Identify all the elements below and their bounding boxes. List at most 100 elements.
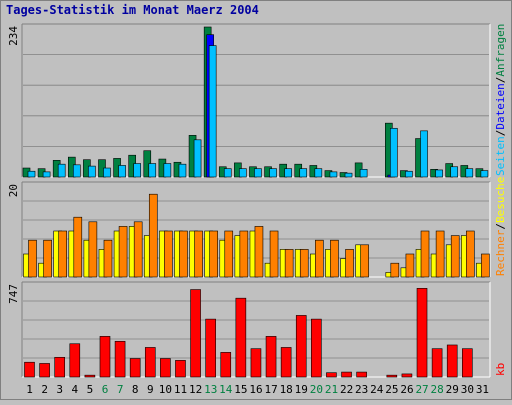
bar-seiten-15 <box>239 168 247 178</box>
x-tick-label-10: 10 <box>159 383 172 396</box>
bar-kb-26 <box>401 373 413 378</box>
bar-seiten-7 <box>118 165 126 178</box>
panel-requests: 234 <box>7 23 491 178</box>
bar-kb-3 <box>54 356 65 378</box>
bar-kb-28 <box>431 348 443 378</box>
bar-kb-9 <box>144 347 156 378</box>
x-tick-label-14: 14 <box>219 383 233 396</box>
x-tick-label-6: 6 <box>102 383 109 396</box>
bar-rechner-28 <box>435 230 445 278</box>
bar-seiten-22 <box>344 172 353 178</box>
bar-kb-13 <box>205 318 216 378</box>
bar-rechner-26 <box>405 253 415 278</box>
bar-rechner-23 <box>360 244 369 278</box>
bar-rechner-10 <box>164 230 173 278</box>
legend-rechner: Rechner <box>494 229 507 276</box>
x-tick-label-12: 12 <box>189 383 202 396</box>
x-tick-label-13: 13 <box>204 383 217 396</box>
panel-kb: 747 <box>7 281 491 378</box>
legend-seiten: Seiten <box>494 136 507 176</box>
bar-kb-29 <box>446 344 458 378</box>
x-tick-label-3: 3 <box>56 383 63 396</box>
bar-rechner-27 <box>420 230 430 278</box>
bar-kb-27 <box>416 288 428 378</box>
x-tick-label-17: 17 <box>264 383 277 396</box>
scale-label-kb: 747 <box>7 284 20 304</box>
bar-seiten-21 <box>329 171 338 178</box>
x-tick-label-20: 20 <box>310 383 323 396</box>
bar-kb-18 <box>280 347 292 378</box>
x-tick-label-16: 16 <box>249 383 262 396</box>
legend-bottom: kb <box>494 363 507 376</box>
bar-seiten-17 <box>269 168 277 178</box>
x-tick-label-9: 9 <box>147 383 154 396</box>
x-tick-label-30: 30 <box>461 383 474 396</box>
legend-middle: Rechner/Besuche <box>494 177 507 276</box>
x-tick-label-4: 4 <box>72 383 79 396</box>
x-tick-label-22: 22 <box>340 383 353 396</box>
bar-kb-8 <box>129 358 141 378</box>
bar-seiten-3 <box>57 163 66 178</box>
bar-rechner-13 <box>209 230 218 278</box>
x-tick-label-25: 25 <box>385 383 398 396</box>
bar-rechner-29 <box>450 235 460 278</box>
x-tick-label-11: 11 <box>174 383 187 396</box>
bar-rechner-11 <box>179 230 188 278</box>
bar-seiten-29 <box>450 166 459 178</box>
bar-rechner-7 <box>118 226 128 278</box>
x-tick-label-31: 31 <box>476 383 489 396</box>
bar-rechner-20 <box>315 239 324 278</box>
bar-rechner-25 <box>390 262 400 278</box>
scale-label-visits: 20 <box>7 184 20 197</box>
bar-kb-21 <box>326 372 337 378</box>
bar-seiten-26 <box>405 170 413 178</box>
x-tick-label-19: 19 <box>295 383 308 396</box>
x-tick-label-29: 29 <box>446 383 459 396</box>
bar-rechner-17 <box>269 230 279 278</box>
bar-seiten-13 <box>208 45 217 178</box>
bar-rechner-18 <box>284 249 294 278</box>
bar-rechner-8 <box>133 221 143 278</box>
bar-seiten-11 <box>178 163 187 178</box>
x-tick-label-2: 2 <box>41 383 48 396</box>
bar-rechner-15 <box>239 230 249 278</box>
x-tick-label-18: 18 <box>280 383 293 396</box>
bar-seiten-12 <box>193 139 202 178</box>
x-tick-label-27: 27 <box>415 383 428 396</box>
legend-besuche: Besuche <box>494 177 507 223</box>
bar-kb-12 <box>190 289 201 378</box>
bar-kb-4 <box>69 343 81 378</box>
bar-seiten-16 <box>254 168 262 178</box>
bar-seiten-6 <box>103 167 111 178</box>
bar-kb-25 <box>386 374 398 378</box>
bar-seiten-5 <box>88 165 96 178</box>
chart-title: Tages-Statistik im Monat Maerz 2004 <box>6 3 259 17</box>
bar-seiten-8 <box>133 163 141 178</box>
legend-top: Seiten/Dateien/Anfragen <box>494 24 507 176</box>
x-tick-label-21: 21 <box>325 383 338 396</box>
x-tick-label-15: 15 <box>234 383 247 396</box>
bar-kb-6 <box>99 336 111 378</box>
bar-kb-2 <box>39 363 50 378</box>
bar-kb-22 <box>341 371 352 378</box>
bar-seiten-4 <box>72 164 81 178</box>
bar-rechner-21 <box>330 239 339 278</box>
bar-rechner-4 <box>73 216 83 278</box>
bar-seiten-27 <box>420 130 428 178</box>
bar-rechner-31 <box>481 253 490 278</box>
bar-kb-10 <box>160 358 171 378</box>
scale-label-requests: 234 <box>7 26 20 46</box>
bar-rechner-5 <box>88 221 98 278</box>
bar-kb-30 <box>462 348 473 378</box>
bar-seiten-28 <box>435 169 443 178</box>
bar-kb-7 <box>114 340 126 378</box>
bar-rechner-19 <box>299 249 309 278</box>
x-tick-label-5: 5 <box>87 383 94 396</box>
bar-seiten-9 <box>148 163 157 178</box>
bar-kb-16 <box>250 348 262 378</box>
bar-kb-17 <box>265 336 277 378</box>
bar-rechner-16 <box>254 226 264 278</box>
x-tick-label-7: 7 <box>117 383 124 396</box>
